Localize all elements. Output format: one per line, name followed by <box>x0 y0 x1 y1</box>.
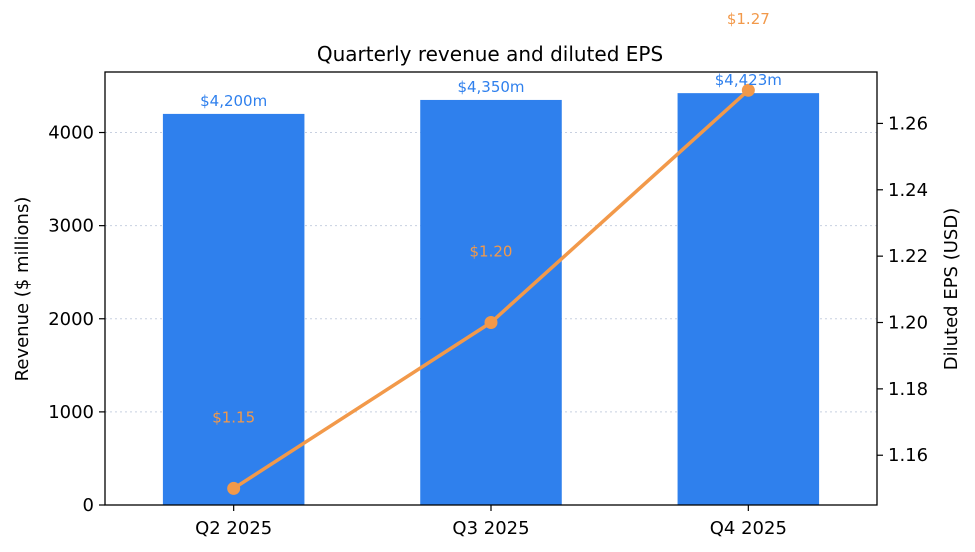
y2-tick-label: 1.20 <box>888 313 928 334</box>
revenue-bar <box>420 99 562 505</box>
y2-tick-label: 1.24 <box>888 180 928 201</box>
revenue-bars <box>162 93 820 505</box>
x-tick-label: Q3 2025 <box>452 518 529 539</box>
eps-data-label: $1.15 <box>212 408 255 426</box>
x-tick-label: Q2 2025 <box>195 518 272 539</box>
y-tick-label: 1000 <box>48 402 94 423</box>
revenue-bar <box>677 93 820 505</box>
y2-tick-label: 1.26 <box>888 113 928 134</box>
y-tick-label: 2000 <box>48 309 94 330</box>
y-tick-label: 3000 <box>48 216 94 237</box>
eps-point <box>741 83 755 97</box>
revenue-bar <box>162 113 305 505</box>
y2-tick-label: 1.18 <box>888 379 928 400</box>
x-tick-label: Q4 2025 <box>710 518 787 539</box>
revenue-data-label: $4,423m <box>715 71 782 89</box>
revenue-data-label: $4,350m <box>457 78 524 96</box>
y-tick-label: 4000 <box>48 123 94 144</box>
axes: 0 1000 2000 3000 4000 1.16 1.18 1.20 1.22 1.24 1.2… <box>48 71 928 539</box>
eps-data-label: $1.20 <box>470 243 513 261</box>
eps-point <box>227 481 241 495</box>
data-labels: $4,200m $4,350m $4,423m $1.15 $1.20 $1.27 <box>200 10 782 426</box>
y2-tick-label: 1.16 <box>888 445 928 466</box>
eps-point <box>484 316 498 330</box>
revenue-data-label: $4,200m <box>200 92 267 110</box>
chart-title: Quarterly revenue and diluted EPS <box>317 42 663 66</box>
y-tick-label: 0 <box>83 495 94 516</box>
y-axis-title: Revenue ($ millions) <box>12 197 33 382</box>
eps-line <box>227 83 755 495</box>
eps-data-label: $1.27 <box>727 10 770 28</box>
y2-tick-label: 1.22 <box>888 246 928 267</box>
y2-axis-title: Diluted EPS (USD) <box>941 208 962 370</box>
